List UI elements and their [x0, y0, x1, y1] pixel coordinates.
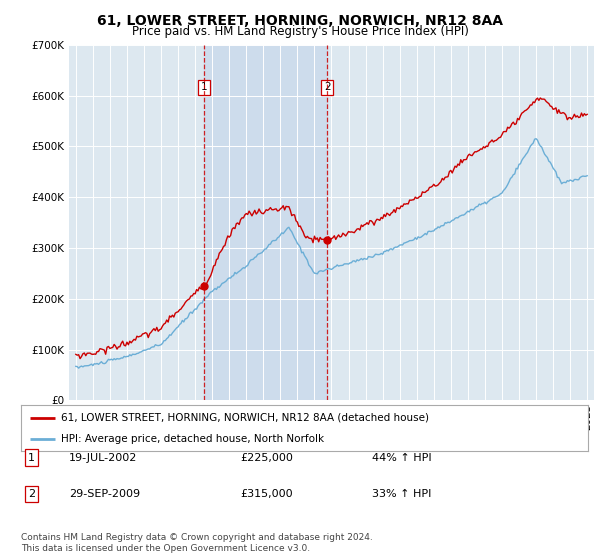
- Text: 61, LOWER STREET, HORNING, NORWICH, NR12 8AA (detached house): 61, LOWER STREET, HORNING, NORWICH, NR12…: [61, 413, 428, 423]
- Text: £315,000: £315,000: [240, 489, 293, 499]
- Text: 33% ↑ HPI: 33% ↑ HPI: [372, 489, 431, 499]
- Text: 2: 2: [28, 489, 35, 499]
- Text: Price paid vs. HM Land Registry's House Price Index (HPI): Price paid vs. HM Land Registry's House …: [131, 25, 469, 38]
- Text: 44% ↑ HPI: 44% ↑ HPI: [372, 452, 431, 463]
- Text: 19-JUL-2002: 19-JUL-2002: [69, 452, 137, 463]
- Text: 1: 1: [201, 82, 208, 92]
- Text: 2: 2: [324, 82, 331, 92]
- Text: 61, LOWER STREET, HORNING, NORWICH, NR12 8AA: 61, LOWER STREET, HORNING, NORWICH, NR12…: [97, 14, 503, 28]
- Text: 1: 1: [28, 452, 35, 463]
- Text: 29-SEP-2009: 29-SEP-2009: [69, 489, 140, 499]
- Text: £225,000: £225,000: [240, 452, 293, 463]
- Bar: [205, 45, 327, 400]
- Text: HPI: Average price, detached house, North Norfolk: HPI: Average price, detached house, Nort…: [61, 435, 324, 444]
- Text: Contains HM Land Registry data © Crown copyright and database right 2024.
This d: Contains HM Land Registry data © Crown c…: [21, 533, 373, 553]
